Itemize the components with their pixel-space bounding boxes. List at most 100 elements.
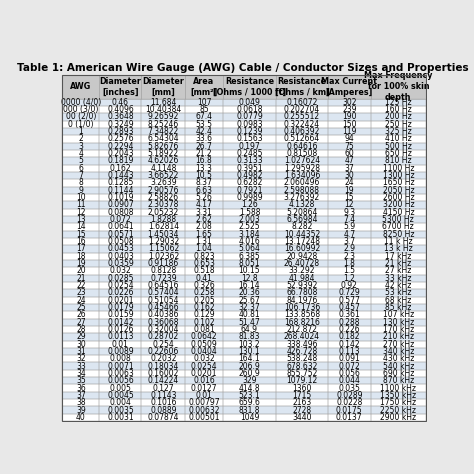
Text: 0.0113: 0.0113 [107,332,134,341]
Bar [276,414,328,421]
Bar [141,370,185,377]
Bar [62,135,100,143]
Text: 0.202704: 0.202704 [284,105,320,114]
Bar [223,172,276,179]
Text: 103.2: 103.2 [239,340,260,349]
Bar [62,333,426,340]
Text: 0.0175: 0.0175 [336,406,363,415]
Text: 0.46: 0.46 [112,98,129,107]
Bar [62,260,100,267]
Text: 12.8: 12.8 [241,273,258,283]
Bar [62,399,426,407]
Text: 0.0359: 0.0359 [107,259,134,268]
Bar [62,172,100,179]
Text: 0.512664: 0.512664 [284,135,320,144]
Bar [100,223,141,230]
Text: 0.258: 0.258 [193,288,215,297]
Bar [371,348,426,355]
Bar [328,157,371,164]
Bar [185,384,223,392]
Text: 0.00797: 0.00797 [188,398,220,407]
Text: 0.0509: 0.0509 [191,340,218,349]
Text: 2.30378: 2.30378 [147,201,179,210]
Text: 25: 25 [76,303,86,312]
Text: 523.1: 523.1 [239,391,260,400]
Bar [62,223,100,230]
Bar [185,407,223,414]
Text: 35: 35 [76,376,86,385]
Bar [223,99,276,106]
Bar [371,370,426,377]
Bar [141,260,185,267]
Bar [223,209,276,216]
Bar [62,135,426,143]
Text: 426.728: 426.728 [286,347,318,356]
Bar [276,260,328,267]
Text: 7: 7 [78,171,83,180]
Bar [371,179,426,187]
Text: 106.1736: 106.1736 [284,303,320,312]
Bar [276,274,328,282]
Text: 20: 20 [76,266,86,275]
Text: 13.3: 13.3 [196,164,212,173]
Bar [328,143,371,150]
Bar [141,311,185,319]
Text: 239: 239 [342,105,356,114]
Text: 4.016: 4.016 [238,237,260,246]
Bar [371,384,426,392]
Bar [141,201,185,209]
Bar [223,113,276,121]
Text: 0.0779: 0.0779 [236,112,263,121]
Bar [223,289,276,297]
Bar [141,267,185,274]
Bar [185,113,223,121]
Text: 12: 12 [76,208,86,217]
Bar [141,135,185,143]
Bar [371,245,426,253]
Bar [62,164,100,172]
Text: 0.32004: 0.32004 [147,325,179,334]
Text: 53.5: 53.5 [195,120,212,129]
Bar [100,267,141,274]
Text: 0.0127: 0.0127 [191,383,217,392]
Text: 0.326: 0.326 [193,281,215,290]
Bar [100,326,141,333]
Text: 42.4: 42.4 [196,127,212,136]
Text: 0.7921: 0.7921 [236,186,263,195]
Bar [371,121,426,128]
Bar [328,121,371,128]
Text: 0.07874: 0.07874 [147,413,179,422]
Text: 0.004: 0.004 [109,398,131,407]
Bar [328,407,371,414]
Text: 410 Hz: 410 Hz [385,135,412,144]
Bar [62,245,426,253]
Text: 2900 kHz: 2900 kHz [380,413,417,422]
Text: 8.25246: 8.25246 [148,120,179,129]
Bar [223,319,276,326]
Bar [185,253,223,260]
Bar [62,157,100,164]
Text: 0.072: 0.072 [338,362,360,371]
Text: 52.9392: 52.9392 [286,281,318,290]
Bar [100,348,141,355]
Text: 212.872: 212.872 [286,325,318,334]
Bar [185,135,223,143]
Bar [223,245,276,253]
Bar [328,260,371,267]
Text: 8.051: 8.051 [239,259,260,268]
Text: 5300 Hz: 5300 Hz [383,215,414,224]
Bar [276,209,328,216]
Bar [62,289,426,297]
Text: 24: 24 [76,296,86,305]
Bar [276,311,328,319]
Bar [328,201,371,209]
Bar [328,209,371,216]
Bar [328,267,371,274]
Bar [141,304,185,311]
Text: 1.45034: 1.45034 [147,230,179,239]
Bar [276,135,328,143]
Text: 0.008: 0.008 [109,355,131,364]
Bar [276,150,328,157]
Text: 0.64516: 0.64516 [147,281,179,290]
Text: 19: 19 [345,186,354,195]
